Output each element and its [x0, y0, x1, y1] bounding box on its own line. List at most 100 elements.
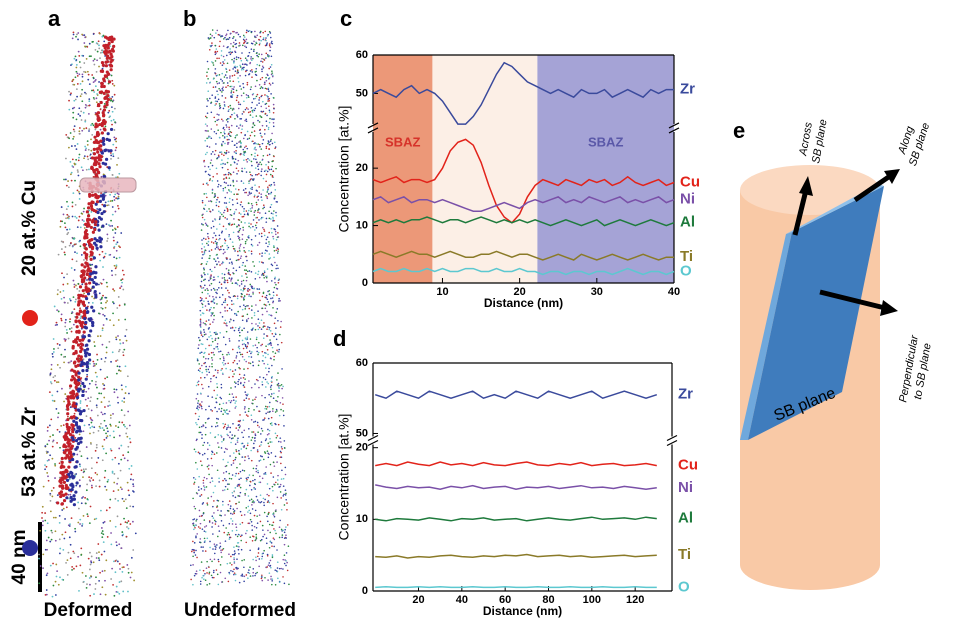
- atom: [96, 473, 99, 476]
- atom: [271, 364, 273, 367]
- atom: [221, 372, 224, 375]
- atom: [62, 474, 66, 478]
- atom: [115, 243, 118, 245]
- atom: [254, 272, 257, 274]
- atom: [231, 563, 233, 566]
- atom: [211, 477, 213, 479]
- atom: [52, 376, 55, 379]
- atom: [277, 281, 280, 284]
- atom: [262, 226, 264, 229]
- atom: [230, 327, 232, 329]
- series-line: [372, 267, 675, 276]
- atom: [272, 502, 274, 505]
- atom: [195, 570, 198, 572]
- atom: [225, 86, 227, 89]
- atom: [224, 301, 227, 304]
- atom: [245, 477, 248, 480]
- atom: [199, 296, 202, 299]
- atom: [205, 320, 208, 322]
- atom: [207, 173, 210, 176]
- atom: [101, 197, 105, 201]
- atom: [272, 216, 274, 219]
- atom: [199, 403, 201, 405]
- atom: [103, 40, 106, 43]
- atom: [203, 362, 205, 365]
- atom: [253, 109, 256, 112]
- atom: [245, 38, 248, 41]
- atom: [282, 485, 285, 487]
- atom: [250, 295, 252, 298]
- atom: [270, 395, 272, 398]
- atom: [104, 377, 107, 380]
- atom: [102, 77, 106, 81]
- atom: [83, 127, 85, 130]
- atom: [228, 235, 230, 238]
- atom: [222, 248, 225, 251]
- atom: [52, 487, 55, 489]
- x-tick-label: 30: [591, 286, 603, 298]
- atom: [65, 217, 67, 220]
- atom: [235, 472, 237, 475]
- atom: [265, 438, 268, 440]
- atom: [96, 353, 98, 356]
- atom: [238, 266, 241, 268]
- atom: [250, 309, 253, 311]
- atom: [192, 583, 194, 586]
- atom: [95, 101, 98, 104]
- atom: [234, 402, 236, 404]
- atom: [214, 248, 217, 250]
- atom: [247, 367, 249, 370]
- atom: [109, 127, 114, 132]
- atom: [262, 207, 264, 210]
- atom: [72, 166, 75, 168]
- atom: [200, 331, 202, 333]
- atom: [192, 524, 195, 526]
- atom: [230, 399, 233, 402]
- atom: [267, 98, 270, 100]
- atom: [99, 237, 103, 241]
- atom: [202, 425, 205, 427]
- atom: [211, 410, 214, 412]
- atom: [228, 538, 231, 540]
- atom: [192, 518, 194, 521]
- atom: [233, 568, 235, 571]
- atom: [268, 393, 270, 396]
- atom: [117, 477, 119, 480]
- atom: [67, 186, 70, 189]
- atom: [247, 209, 250, 212]
- atom: [250, 210, 252, 212]
- atom: [67, 205, 70, 208]
- atom: [129, 523, 132, 525]
- atom: [109, 200, 112, 202]
- atom: [246, 130, 249, 133]
- atom: [206, 465, 209, 468]
- atom: [226, 353, 228, 356]
- atom: [98, 144, 102, 148]
- atom: [255, 304, 257, 306]
- atom: [280, 408, 282, 411]
- atom: [202, 546, 204, 548]
- atom: [214, 120, 217, 123]
- atom: [219, 396, 222, 399]
- atom: [99, 158, 103, 162]
- atom: [68, 478, 71, 481]
- atom: [241, 275, 243, 277]
- atom: [73, 57, 76, 60]
- atom: [92, 96, 95, 99]
- atom: [284, 559, 286, 561]
- atom: [260, 170, 263, 173]
- atom: [74, 340, 78, 344]
- atom: [78, 153, 81, 156]
- atom: [81, 75, 84, 78]
- legend-label: 53 at.% Zr: [19, 407, 40, 497]
- atom: [230, 569, 232, 572]
- atom: [252, 479, 254, 482]
- atom: [257, 209, 259, 212]
- atom: [234, 458, 236, 461]
- atom: [114, 149, 117, 152]
- atom: [65, 453, 69, 458]
- atom: [246, 478, 248, 481]
- atom: [54, 477, 56, 479]
- atom: [109, 414, 112, 417]
- atom: [208, 566, 210, 568]
